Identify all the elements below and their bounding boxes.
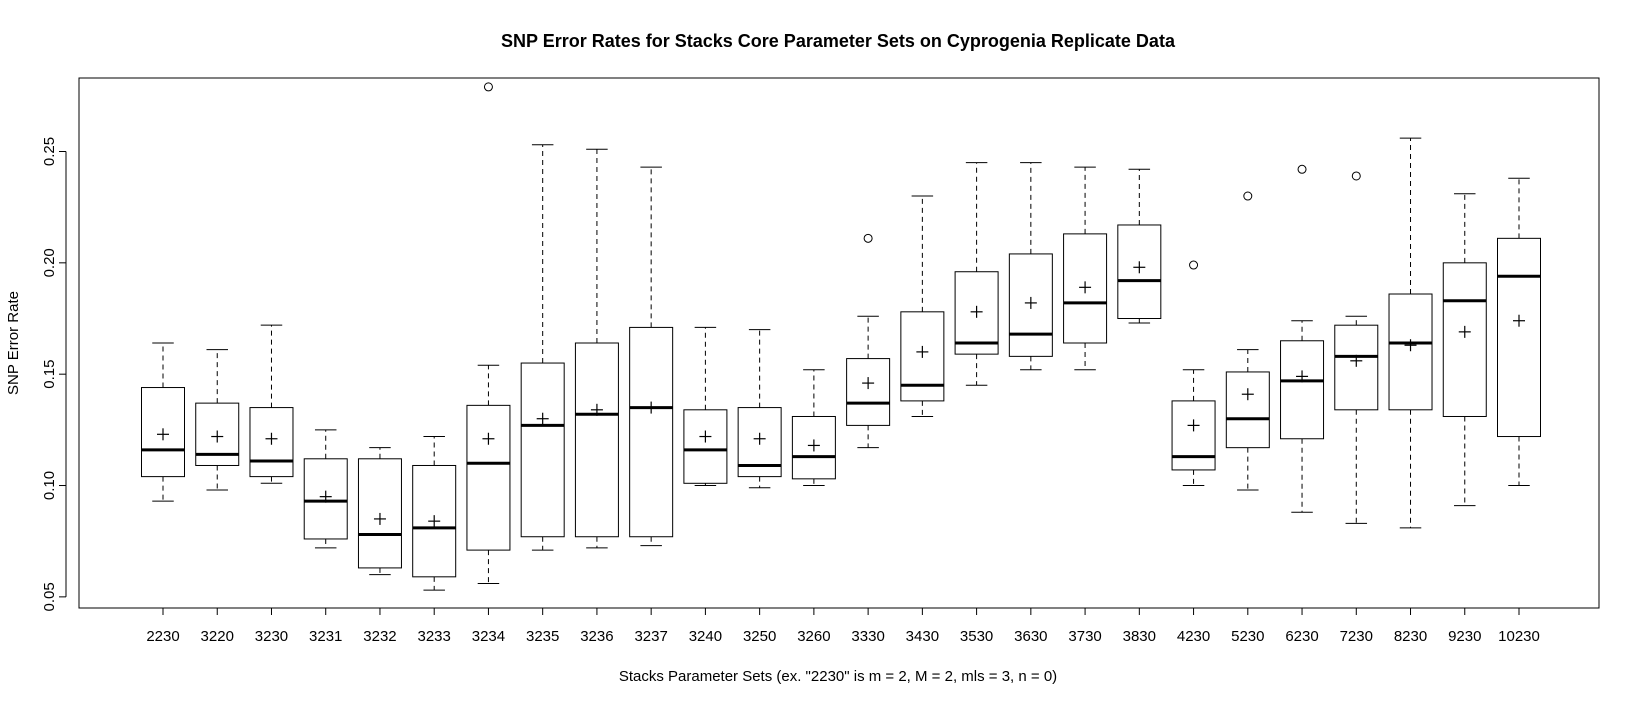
iqr-box (791, 415, 836, 480)
y-tick-label: 0.20 (41, 248, 58, 277)
box-3250 (737, 329, 782, 489)
box-6230 (1280, 164, 1325, 513)
box-3630 (1008, 162, 1053, 371)
box-3530 (954, 162, 999, 386)
box-7230 (1334, 171, 1379, 524)
x-tick-label: 3260 (797, 628, 830, 645)
iqr-box (1497, 237, 1541, 438)
x-tick-label: 4230 (1177, 628, 1210, 645)
box-3232 (357, 447, 402, 576)
iqr-box (683, 409, 728, 484)
outlier-point (1243, 191, 1253, 201)
box-5230 (1225, 191, 1270, 491)
y-tick-label: 0.15 (41, 360, 58, 389)
x-tick-label: 3231 (309, 628, 342, 645)
box-3236 (574, 148, 619, 549)
box-10230 (1497, 177, 1541, 487)
x-tick-label: 3233 (418, 628, 451, 645)
outlier-point (1189, 260, 1199, 270)
chart-title: SNP Error Rates for Stacks Core Paramete… (501, 31, 1176, 51)
box-3260 (791, 369, 836, 487)
x-tick-label: 7230 (1340, 628, 1373, 645)
box-9230 (1442, 193, 1487, 507)
x-tick-label: 3330 (851, 628, 884, 645)
outlier-point (483, 82, 493, 92)
x-tick-label: 6230 (1285, 628, 1318, 645)
x-tick-label: 8230 (1394, 628, 1427, 645)
box-3240 (683, 326, 728, 487)
x-tick-label: 3630 (1014, 628, 1047, 645)
box-3430 (900, 195, 945, 417)
iqr-box (846, 358, 891, 426)
iqr-box (1117, 224, 1162, 320)
y-axis: 0.05 0.10 0.15 0.20 0.25 (41, 137, 67, 611)
box-3234 (466, 82, 511, 585)
box-3237 (629, 166, 674, 547)
x-tick-label: 2230 (146, 628, 179, 645)
box-4230 (1171, 260, 1216, 487)
iqr-box (1225, 371, 1270, 449)
y-tick-label: 0.05 (41, 582, 58, 611)
x-tick-label: 9230 (1448, 628, 1481, 645)
outlier-point (863, 233, 873, 243)
y-axis-label: SNP Error Rate (5, 291, 22, 395)
x-tick-label: 3830 (1123, 628, 1156, 645)
box-3220 (195, 349, 240, 491)
box-8230 (1388, 137, 1433, 529)
x-tick-label: 3240 (689, 628, 722, 645)
x-tick-label: 3230 (255, 628, 288, 645)
x-tick-label: 3430 (906, 628, 939, 645)
iqr-box (1280, 340, 1325, 440)
y-tick-label: 0.10 (41, 471, 58, 500)
box-3830 (1117, 168, 1162, 324)
x-axis-label: Stacks Parameter Sets (ex. "2230" is m =… (619, 668, 1057, 685)
box-3230 (249, 324, 294, 484)
box-3330 (846, 233, 891, 449)
y-tick-label: 0.25 (41, 137, 58, 166)
box-3233 (412, 436, 457, 591)
iqr-box (1442, 262, 1487, 417)
x-tick-label: 3236 (580, 628, 613, 645)
outlier-point (1351, 171, 1361, 181)
x-axis: 2230 3220 3230 3231 3232 3233 3234 3235 3236 3237… (146, 607, 1540, 645)
x-tick-label: 10230 (1498, 628, 1540, 645)
x-tick-label: 3220 (201, 628, 234, 645)
iqr-box (520, 362, 565, 538)
boxes-layer (141, 82, 1541, 591)
x-tick-label: 3730 (1068, 628, 1101, 645)
x-tick-label: 3250 (743, 628, 776, 645)
iqr-box (629, 326, 674, 538)
iqr-box (1171, 400, 1216, 471)
iqr-box (574, 342, 619, 538)
x-tick-label: 3232 (363, 628, 396, 645)
x-tick-label: 3234 (472, 628, 505, 645)
box-3730 (1063, 166, 1108, 371)
box-3235 (520, 144, 565, 551)
iqr-box (1334, 324, 1379, 411)
x-tick-label: 3530 (960, 628, 993, 645)
x-tick-label: 3235 (526, 628, 559, 645)
iqr-box (1388, 293, 1433, 411)
x-tick-label: 5230 (1231, 628, 1264, 645)
box-2230 (141, 342, 185, 502)
x-tick-label: 3237 (634, 628, 667, 645)
iqr-box (466, 404, 511, 551)
box-3231 (303, 429, 348, 549)
iqr-box (303, 458, 348, 540)
outlier-point (1297, 164, 1307, 174)
